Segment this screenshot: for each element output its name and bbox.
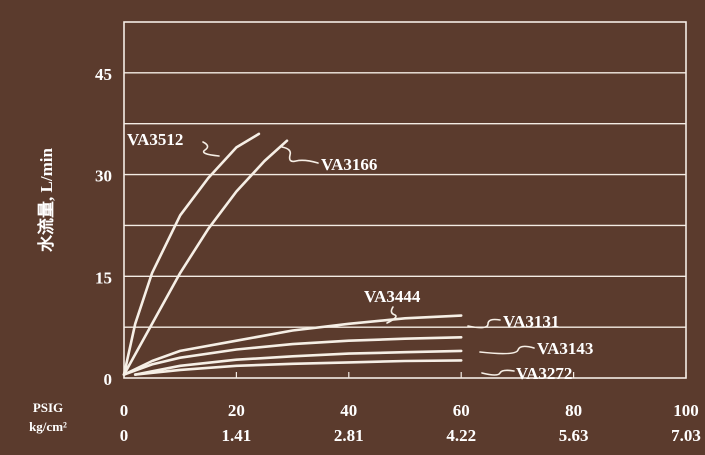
series-line-va3143 (133, 349, 463, 376)
x-tick-label-kg: 5.63 (559, 426, 589, 445)
x-unit-kg: kg/cm² (29, 419, 67, 434)
x-tick-label-psig: 20 (228, 401, 245, 420)
series-label-va3166: VA3166 (321, 155, 377, 174)
series-label-va3512: VA3512 (127, 130, 183, 149)
x-unit-psig: PSIG (33, 400, 63, 415)
leader-va3131 (467, 318, 501, 329)
series-line-va3444 (122, 314, 463, 376)
x-tick-label-kg: 0 (120, 426, 129, 445)
x-tick-label-psig: 100 (673, 401, 699, 420)
series-layer (122, 132, 463, 376)
x-tick-label-kg: 4.22 (446, 426, 476, 445)
leader-va3143 (479, 345, 535, 355)
axis-layer: 0 15 30 45 水流量, L/min 0 20 40 60 80 100 0 1.41 2.81 4.… (29, 65, 701, 445)
x-tick-label-kg: 1.41 (222, 426, 252, 445)
y-tick-label: 0 (104, 370, 113, 389)
leader-va3272 (481, 369, 515, 376)
series-line-va3166 (122, 139, 289, 376)
plot-frame (123, 21, 687, 379)
leader-va3444 (386, 306, 397, 324)
leader-va3512 (202, 141, 220, 157)
x-tick-label-psig: 80 (565, 401, 582, 420)
x-tick-label-kg: 7.03 (671, 426, 701, 445)
x-tick-label-psig: 0 (120, 401, 129, 420)
series-line-va3131 (122, 336, 463, 376)
labels-layer: VA3512 VA3166 VA3444 VA3131 VA3143 VA3272 (127, 130, 593, 383)
x-tick-label-psig: 40 (340, 401, 357, 420)
y-axis-label: 水流量, L/min (36, 148, 56, 252)
leader-va3166 (281, 146, 319, 164)
x-tick-label-psig: 60 (453, 401, 470, 420)
series-label-va3272: VA3272 (516, 364, 572, 383)
y-tick-label: 45 (95, 65, 112, 84)
series-label-va3143: VA3143 (537, 339, 593, 358)
series-label-va3444: VA3444 (364, 287, 421, 306)
series-line-va3272 (133, 359, 463, 376)
y-tick-label: 30 (95, 167, 112, 186)
series-label-va3131: VA3131 (503, 312, 559, 331)
grid (123, 21, 687, 379)
series-line-va3512 (122, 132, 261, 376)
y-tick-label: 15 (95, 268, 112, 287)
x-tick-label-kg: 2.81 (334, 426, 364, 445)
